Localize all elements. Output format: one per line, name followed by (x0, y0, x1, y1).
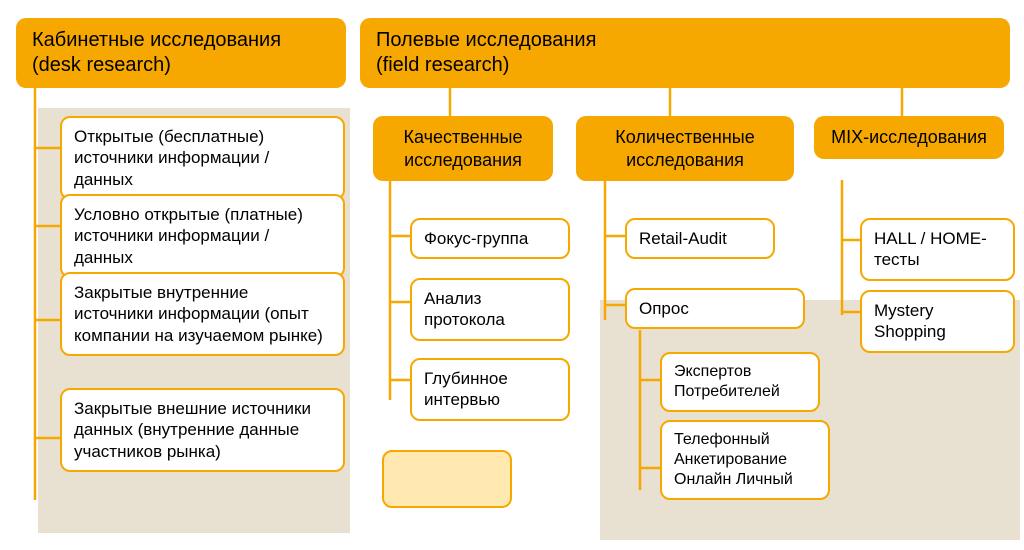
quant-header: Количественные исследования (576, 116, 794, 181)
qual-item-1: Анализ протокола (410, 278, 570, 341)
desk-title-en: (desk research) (32, 53, 330, 78)
field-title-ru: Полевые исследования (376, 28, 994, 53)
desk-item-0: Открытые (бесплатные) источники информац… (60, 116, 345, 200)
desk-item-2: Закрытые внутренние источники информации… (60, 272, 345, 356)
desk-item-1: Условно открытые (платные) источники инф… (60, 194, 345, 278)
survey-sub-1: Телефонный Анкетирование Онлайн Личный (660, 420, 830, 500)
mix-item-0: HALL / HOME-тесты (860, 218, 1015, 281)
qual-item-0: Фокус-группа (410, 218, 570, 259)
quant-item-1: Опрос (625, 288, 805, 329)
mix-item-1: Mystery Shopping (860, 290, 1015, 353)
qual-item-2: Глубинное интервью (410, 358, 570, 421)
mix-header: MIX-исследования (814, 116, 1004, 159)
field-title-en: (field research) (376, 53, 994, 78)
quant-item-0: Retail-Audit (625, 218, 775, 259)
empty-placeholder (382, 450, 512, 508)
qual-header: Качественные исследования (373, 116, 553, 181)
field-header: Полевые исследования (field research) (360, 18, 1010, 88)
desk-title-ru: Кабинетные исследования (32, 28, 330, 53)
survey-sub-0: Экспертов Потребителей (660, 352, 820, 412)
desk-header: Кабинетные исследования (desk research) (16, 18, 346, 88)
desk-item-3: Закрытые внешние источники данных (внутр… (60, 388, 345, 472)
